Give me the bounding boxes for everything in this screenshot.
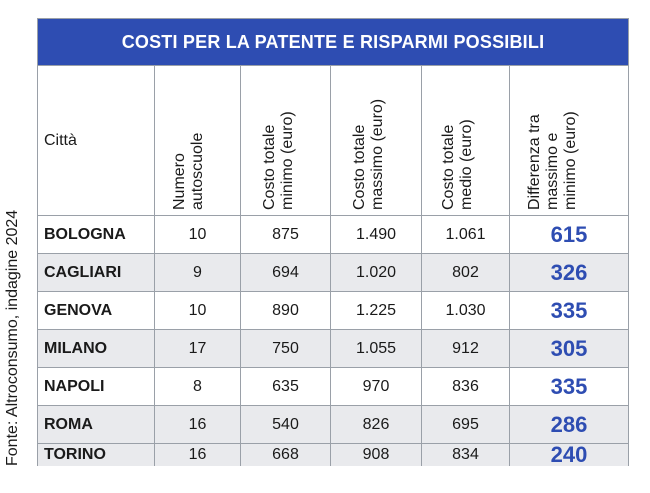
difference-cell: 335 [550,374,588,399]
table-row: NAPOLI 8 635 970 836 335 [38,367,628,406]
header-num-schools-label: Numero autoscuole [171,132,206,210]
num-schools-cell: 10 [155,292,241,330]
max-cost-cell: 1.055 [331,330,422,368]
header-difference-label: Differenza tra massimo e minimo (euro) [526,111,579,210]
table-row: GENOVA 10 890 1.225 1.030 335 [38,291,628,330]
table-row: TORINO 16 668 908 834 240 [38,442,628,467]
city-cell: ROMA [38,406,155,444]
difference-cell: 615 [550,222,588,247]
city-cell: NAPOLI [38,368,155,406]
num-schools-cell: 17 [155,330,241,368]
table-row: MILANO 17 750 1.055 912 305 [38,329,628,368]
avg-cost-cell: 802 [422,254,510,292]
max-cost-cell: 908 [331,444,422,466]
header-city-label: Città [44,132,77,149]
source-note: Fonte: Altroconsumo, indagine 2024 [4,209,21,466]
num-schools-cell: 16 [155,406,241,444]
difference-cell: 335 [550,298,588,323]
difference-cell: 286 [550,412,588,437]
avg-cost-cell: 836 [422,368,510,406]
city-cell: TORINO [38,444,155,466]
header-city: Città [38,66,155,216]
avg-cost-cell: 695 [422,406,510,444]
difference-cell: 305 [550,336,588,361]
avg-cost-cell: 834 [422,444,510,466]
min-cost-cell: 668 [241,444,331,466]
avg-cost-cell: 912 [422,330,510,368]
num-schools-cell: 9 [155,254,241,292]
max-cost-cell: 1.225 [331,292,422,330]
header-max-cost: Costo totale massimo (euro) [331,66,422,216]
header-row: Città Numero autoscuole Costo totale min… [38,65,628,216]
max-cost-cell: 1.490 [331,216,422,254]
num-schools-cell: 10 [155,216,241,254]
city-cell: BOLOGNA [38,216,155,254]
avg-cost-cell: 1.030 [422,292,510,330]
table-title: COSTI PER LA PATENTE E RISPARMI POSSIBIL… [38,19,628,65]
header-max-cost-label: Costo totale massimo (euro) [351,98,386,210]
max-cost-cell: 970 [331,368,422,406]
table-row: ROMA 16 540 826 695 286 [38,405,628,444]
header-num-schools: Numero autoscuole [155,66,241,216]
difference-cell: 326 [550,260,588,285]
header-difference: Differenza tra massimo e minimo (euro) [510,66,628,216]
cost-table: COSTI PER LA PATENTE E RISPARMI POSSIBIL… [37,18,629,467]
header-min-cost: Costo totale minimo (euro) [241,66,331,216]
min-cost-cell: 540 [241,406,331,444]
min-cost-cell: 635 [241,368,331,406]
avg-cost-cell: 1.061 [422,216,510,254]
table-row: CAGLIARI 9 694 1.020 802 326 [38,253,628,292]
city-cell: GENOVA [38,292,155,330]
max-cost-cell: 826 [331,406,422,444]
max-cost-cell: 1.020 [331,254,422,292]
city-cell: CAGLIARI [38,254,155,292]
min-cost-cell: 875 [241,216,331,254]
num-schools-cell: 8 [155,368,241,406]
header-avg-cost: Costo totale medio (euro) [422,66,510,216]
min-cost-cell: 694 [241,254,331,292]
header-min-cost-label: Costo totale minimo (euro) [261,111,296,210]
header-avg-cost-label: Costo totale medio (euro) [440,119,475,210]
city-cell: MILANO [38,330,155,368]
num-schools-cell: 16 [155,444,241,466]
min-cost-cell: 890 [241,292,331,330]
table-row: BOLOGNA 10 875 1.490 1.061 615 [38,215,628,254]
min-cost-cell: 750 [241,330,331,368]
difference-cell: 240 [550,442,588,467]
